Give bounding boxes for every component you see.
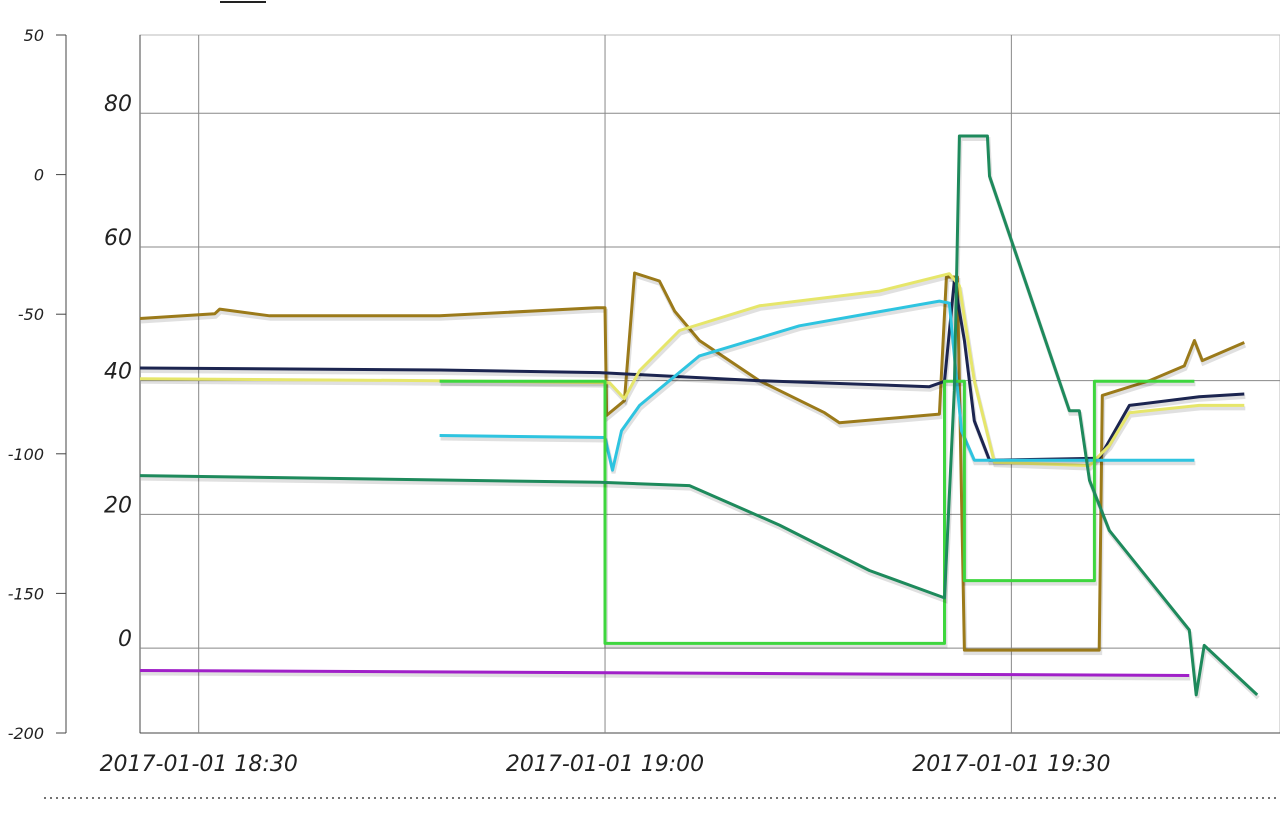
series-line bbox=[139, 134, 1259, 697]
series-line bbox=[139, 279, 1245, 462]
y2-tick-label: 0 bbox=[34, 166, 44, 185]
y2-tick-label: -50 bbox=[18, 305, 44, 324]
series-line bbox=[139, 272, 1245, 468]
x-tick-label: 2017-01-01 18:30 bbox=[100, 752, 298, 777]
y-tick-label: 40 bbox=[104, 360, 132, 385]
series-shadow bbox=[440, 302, 1196, 474]
y2-tick-label: -100 bbox=[8, 445, 44, 464]
series-line bbox=[139, 669, 1190, 677]
series-shadow bbox=[140, 137, 1260, 700]
y-tick-label: 80 bbox=[104, 92, 132, 117]
series-shadow bbox=[140, 283, 1246, 466]
y2-tick-label: -150 bbox=[8, 584, 44, 603]
y2-tick-label: -200 bbox=[8, 724, 44, 743]
y-tick-label: 60 bbox=[104, 226, 132, 251]
y-tick-label: 20 bbox=[104, 493, 132, 518]
y2-tick-label: 50 bbox=[24, 26, 44, 45]
series-shadow bbox=[140, 671, 1191, 681]
series-shadow bbox=[140, 273, 1247, 656]
x-tick-label: 2017-01-01 19:30 bbox=[912, 752, 1110, 777]
y-tick-label: 0 bbox=[118, 627, 132, 652]
x-tick-label: 2017-01-01 19:00 bbox=[506, 752, 704, 777]
